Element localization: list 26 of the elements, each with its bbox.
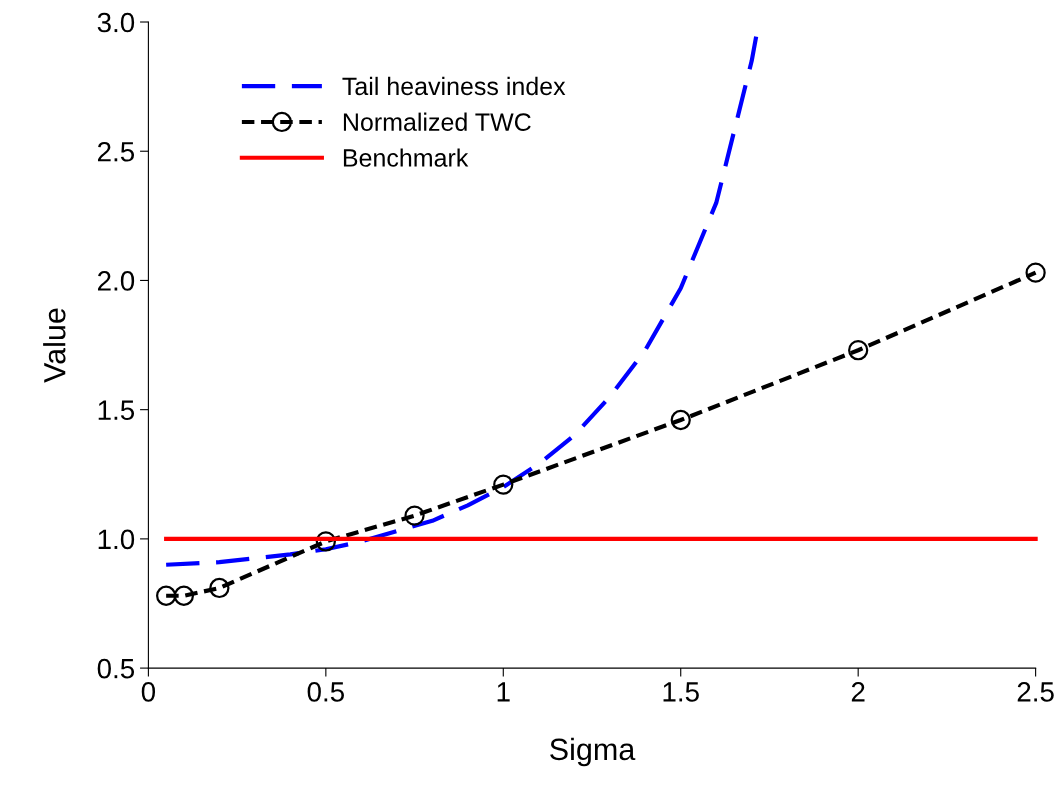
x-tick-label: 1 bbox=[497, 682, 510, 702]
point bbox=[1025, 262, 1046, 283]
x-tick-label: 0.5 bbox=[307, 682, 344, 702]
y-tick-label: 2.0 bbox=[97, 271, 135, 291]
point bbox=[670, 409, 691, 431]
point bbox=[404, 505, 425, 526]
point bbox=[173, 585, 195, 606]
point bbox=[493, 474, 514, 495]
x-axis-title: Sigma bbox=[550, 737, 636, 767]
point bbox=[209, 577, 230, 599]
y-tick-label: 3.0 bbox=[97, 12, 135, 33]
x-tick-label: 0 bbox=[141, 682, 156, 702]
x-tick-label: 1.5 bbox=[663, 682, 699, 702]
y-tick-label: 0.5 bbox=[97, 658, 135, 679]
point bbox=[848, 340, 869, 361]
legend-label: Normalized TWC bbox=[343, 112, 531, 131]
y-tick-label: 1.0 bbox=[98, 529, 135, 550]
point bbox=[156, 585, 177, 606]
y-tick-label: 2.5 bbox=[97, 141, 135, 162]
x-tick-label: 2 bbox=[851, 682, 865, 702]
x-tick-label: 2.5 bbox=[1017, 682, 1054, 702]
legend-label: Benchmark bbox=[343, 148, 469, 167]
legend-label: Tail heaviness index bbox=[342, 76, 566, 96]
point bbox=[315, 531, 336, 552]
y-axis-title: Value bbox=[43, 308, 66, 383]
y-tick-label: 1.5 bbox=[98, 400, 135, 420]
